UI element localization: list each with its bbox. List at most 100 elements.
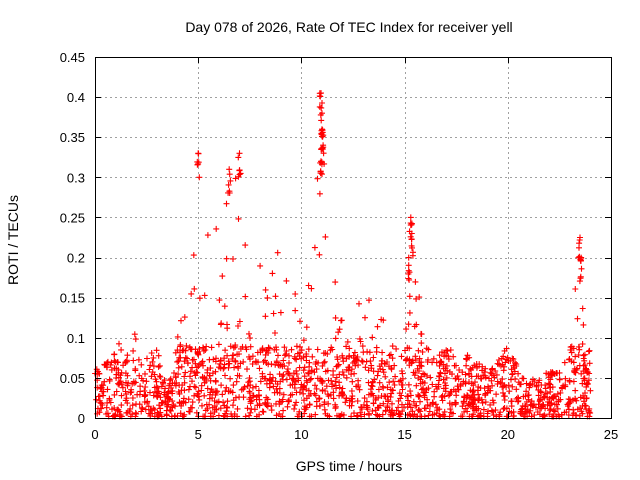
data-point bbox=[523, 388, 530, 395]
data-point bbox=[212, 378, 219, 385]
data-point bbox=[261, 375, 268, 382]
data-point bbox=[350, 352, 357, 359]
data-point bbox=[286, 359, 292, 366]
data-point bbox=[199, 402, 205, 409]
data-point bbox=[421, 371, 428, 378]
data-point bbox=[384, 384, 391, 391]
data-point bbox=[232, 357, 239, 364]
data-point bbox=[312, 361, 319, 367]
data-point bbox=[321, 358, 328, 365]
data-point bbox=[577, 257, 584, 264]
data-point bbox=[579, 305, 586, 312]
data-point bbox=[333, 374, 340, 381]
data-point bbox=[327, 347, 334, 354]
data-point bbox=[166, 396, 173, 403]
data-point bbox=[272, 330, 278, 336]
data-point bbox=[386, 352, 393, 359]
data-point bbox=[550, 370, 557, 377]
data-point bbox=[396, 411, 402, 418]
data-point bbox=[393, 345, 400, 352]
data-point bbox=[542, 382, 549, 389]
data-point bbox=[259, 370, 266, 377]
data-point bbox=[349, 378, 356, 385]
data-point bbox=[580, 321, 587, 328]
data-point bbox=[117, 412, 124, 418]
data-point bbox=[187, 383, 193, 390]
data-point bbox=[554, 405, 561, 412]
data-point bbox=[275, 352, 281, 359]
data-point bbox=[138, 361, 145, 368]
data-point bbox=[292, 307, 299, 314]
data-point bbox=[371, 376, 378, 383]
data-point bbox=[574, 315, 581, 322]
data-point bbox=[319, 387, 326, 394]
data-point bbox=[364, 406, 371, 413]
data-point bbox=[248, 397, 255, 404]
data-point bbox=[423, 345, 430, 352]
data-point bbox=[221, 364, 228, 371]
data-point bbox=[313, 366, 320, 373]
data-point bbox=[246, 330, 252, 337]
data-point bbox=[316, 251, 323, 258]
data-point bbox=[206, 401, 213, 408]
data-point bbox=[332, 279, 339, 286]
data-point bbox=[515, 397, 522, 404]
y-tick-label: 0.45 bbox=[60, 50, 85, 65]
data-point bbox=[175, 364, 182, 371]
data-point bbox=[572, 353, 579, 360]
data-point bbox=[444, 348, 451, 354]
data-point bbox=[257, 262, 264, 269]
data-point bbox=[202, 347, 209, 353]
data-point bbox=[141, 387, 148, 394]
data-point bbox=[235, 173, 242, 180]
data-point bbox=[309, 353, 316, 360]
data-point bbox=[276, 385, 283, 392]
data-point bbox=[149, 369, 156, 376]
data-point bbox=[237, 170, 244, 177]
data-point bbox=[325, 393, 332, 400]
data-point bbox=[460, 399, 467, 406]
data-point bbox=[303, 404, 310, 411]
data-point bbox=[316, 103, 323, 110]
data-point bbox=[184, 355, 190, 362]
data-point bbox=[213, 406, 220, 413]
data-point bbox=[355, 377, 362, 384]
data-point bbox=[150, 405, 157, 412]
data-point bbox=[194, 392, 201, 398]
data-point bbox=[174, 333, 181, 340]
data-point bbox=[280, 357, 287, 364]
data-point bbox=[488, 370, 495, 377]
data-point bbox=[579, 341, 586, 347]
data-point bbox=[409, 357, 416, 364]
data-point bbox=[480, 372, 487, 379]
data-point bbox=[332, 403, 339, 410]
data-point bbox=[442, 370, 448, 377]
data-point bbox=[497, 379, 504, 386]
data-point bbox=[165, 388, 172, 395]
data-point bbox=[384, 403, 391, 410]
data-point bbox=[272, 293, 279, 300]
data-point bbox=[318, 161, 325, 168]
x-tick-label: 5 bbox=[195, 427, 202, 442]
data-point bbox=[207, 365, 214, 372]
data-point bbox=[580, 368, 587, 375]
data-point bbox=[122, 370, 129, 377]
data-point bbox=[160, 379, 167, 386]
data-point bbox=[475, 397, 482, 403]
data-point bbox=[271, 389, 278, 396]
data-point bbox=[220, 399, 227, 406]
data-point bbox=[485, 408, 491, 415]
data-point bbox=[418, 330, 424, 337]
data-point bbox=[176, 382, 183, 388]
data-point bbox=[172, 412, 178, 419]
data-point bbox=[472, 379, 478, 386]
data-point bbox=[192, 360, 199, 367]
data-point bbox=[287, 382, 294, 389]
data-point bbox=[217, 405, 224, 412]
data-point bbox=[332, 314, 339, 321]
data-point bbox=[509, 355, 516, 362]
data-point bbox=[119, 384, 126, 391]
data-point bbox=[228, 410, 235, 417]
data-point bbox=[586, 347, 593, 354]
data-point bbox=[581, 375, 588, 382]
